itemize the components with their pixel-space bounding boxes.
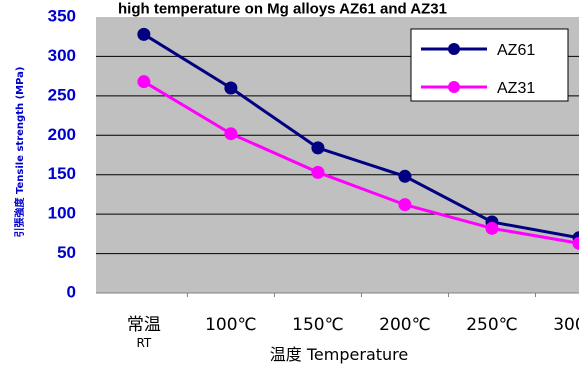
- data-point-az61: [137, 27, 151, 41]
- y-axis-label-en: Tensile strength (MPa): [15, 67, 26, 194]
- y-tick-label: 250: [48, 85, 76, 104]
- x-tick-label: 300℃: [553, 315, 579, 335]
- legend-box: [410, 28, 569, 102]
- y-axis-label: 引張強度 Tensile strength (MPa): [13, 67, 26, 238]
- x-tick-label: 150℃: [292, 315, 344, 335]
- y-tick-label: 200: [48, 125, 76, 144]
- x-axis-label: 温度 Temperature: [270, 345, 408, 364]
- x-tick-label: 常温: [127, 315, 161, 335]
- y-tick-label: 0: [67, 282, 76, 301]
- data-point-az31: [572, 236, 579, 250]
- y-tick-label: 100: [48, 204, 76, 223]
- x-axis-label-en: Temperature: [306, 345, 408, 364]
- x-tick-label: 100℃: [205, 315, 257, 335]
- y-tick-label: 150: [48, 164, 76, 183]
- series-layer: [137, 27, 579, 250]
- data-point-az31: [485, 221, 499, 235]
- chart-title: high temperature on Mg alloys AZ61 and A…: [118, 0, 447, 17]
- y-tick-label: 350: [48, 6, 76, 25]
- data-point-az31: [311, 165, 325, 179]
- y-tick-label: 50: [57, 243, 76, 262]
- x-tick-label: 200℃: [379, 315, 431, 335]
- x-tick-label: 250℃: [466, 315, 518, 335]
- svg-text:引張強度 Tensile strength (MPa): 引張強度 Tensile strength (MPa): [13, 67, 26, 238]
- y-tick-label: 300: [48, 46, 76, 65]
- series-line-az61: [143, 33, 579, 240]
- data-point-az61: [311, 141, 325, 155]
- series-line-az31: [143, 80, 579, 245]
- data-point-az61: [224, 81, 238, 95]
- legend-marker-az61: [448, 43, 460, 55]
- x-axis-label-jp: 温度: [270, 345, 302, 364]
- legend: AZ61 AZ31: [410, 28, 569, 102]
- data-point-az61: [398, 169, 412, 183]
- data-point-az31: [224, 127, 238, 141]
- legend-label-az31: AZ31: [497, 80, 535, 97]
- x-tick-sublabel: RT: [136, 336, 151, 350]
- legend-label-az61: AZ61: [497, 42, 535, 59]
- y-axis-ticks: 0 50 100 150 200 250 300 350: [48, 6, 76, 301]
- data-point-az31: [137, 75, 151, 89]
- data-point-az31: [398, 198, 412, 212]
- legend-marker-az31: [448, 81, 460, 93]
- y-axis-label-jp: 引張強度: [13, 196, 26, 237]
